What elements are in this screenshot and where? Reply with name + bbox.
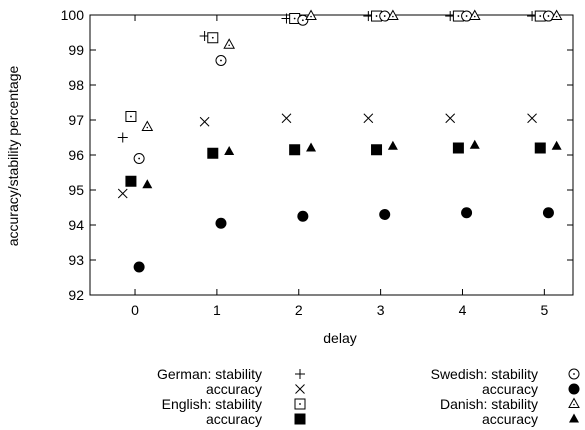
legend-item: accuracy (206, 381, 305, 397)
data-point (305, 9, 317, 21)
x-tick-label: 3 (377, 302, 385, 318)
x-axis-label: delay (323, 330, 356, 346)
data-point (387, 9, 399, 21)
data-point (297, 210, 309, 222)
data-point (142, 179, 153, 189)
legend-marker (295, 369, 305, 379)
series-2 (125, 10, 546, 122)
data-point (125, 111, 137, 122)
legend-item: accuracy (206, 411, 306, 427)
data-point (133, 153, 145, 164)
series-6 (141, 9, 563, 131)
data-point (363, 113, 374, 124)
data-point (550, 9, 563, 21)
legend-marker (568, 397, 580, 408)
legend-item: Danish: stability (440, 396, 580, 412)
legend-label: English: stability (162, 396, 262, 412)
legend-label: accuracy (206, 381, 262, 397)
x-tick-label: 5 (540, 302, 548, 318)
data-point (551, 140, 562, 150)
legend-item: German: stability (157, 366, 305, 382)
data-point (224, 146, 235, 155)
data-point (468, 9, 481, 21)
y-tick-label: 98 (68, 77, 84, 93)
data-point (207, 32, 219, 44)
plot-frame (89, 14, 574, 296)
legend-item: accuracy (482, 411, 579, 427)
legend-item: accuracy (482, 381, 580, 397)
legend-label: accuracy (482, 381, 538, 397)
data-point (215, 217, 227, 229)
data-point (542, 207, 554, 219)
legend-label: accuracy (206, 411, 262, 427)
y-axis-ticks: 92 93 94 95 96 97 98 99 100 (61, 7, 573, 303)
data-point (199, 116, 210, 127)
legend-label: Swedish: stability (431, 366, 538, 382)
legend-item: English: stability (162, 396, 306, 412)
legend-marker (568, 368, 580, 380)
x-tick-label: 0 (131, 302, 139, 318)
y-tick-label: 95 (68, 182, 84, 198)
data-point (125, 175, 137, 187)
data-point (469, 139, 480, 149)
data-point (133, 261, 145, 273)
y-tick-label: 93 (68, 252, 84, 268)
data-point (215, 55, 227, 66)
y-tick-label: 94 (68, 217, 84, 233)
series-3 (125, 142, 546, 187)
legend-marker (295, 384, 305, 394)
series-0 (117, 11, 538, 143)
legend-label: accuracy (482, 411, 538, 427)
series-4 (133, 10, 554, 164)
data-point (117, 132, 128, 143)
data-point (223, 38, 236, 49)
data-point (452, 142, 464, 154)
data-point (117, 188, 128, 199)
data-point (289, 144, 301, 156)
x-axis-ticks: 0 1 2 3 4 5 (131, 15, 548, 318)
y-tick-label: 96 (68, 147, 84, 163)
data-point (379, 209, 391, 220)
series-7 (142, 139, 562, 189)
legend-label: Danish: stability (440, 396, 538, 412)
data-points (117, 9, 563, 273)
data-point (387, 140, 398, 150)
series-1 (117, 113, 537, 199)
data-point (281, 113, 292, 124)
x-tick-label: 4 (459, 302, 467, 318)
data-point (534, 142, 546, 154)
data-point (207, 147, 219, 159)
data-point (527, 113, 537, 124)
x-tick-label: 1 (213, 302, 221, 318)
y-tick-label: 100 (61, 7, 85, 23)
legend-marker (569, 413, 579, 423)
y-tick-label: 92 (68, 287, 84, 303)
legend-marker (294, 413, 306, 425)
y-tick-label: 97 (68, 112, 84, 128)
data-point (445, 113, 456, 124)
legend-label: German: stability (157, 366, 262, 382)
series-5 (133, 207, 554, 273)
legend-marker (568, 383, 580, 395)
y-axis-label: accuracy/stability percentage (5, 66, 21, 247)
data-point (371, 144, 383, 156)
data-point (297, 14, 309, 26)
x-tick-label: 2 (295, 302, 303, 318)
y-tick-label: 99 (68, 42, 84, 58)
legend-marker (294, 398, 306, 410)
data-point (306, 142, 317, 152)
data-point (461, 207, 473, 219)
plot-border (89, 14, 574, 296)
legend-item: Swedish: stability (431, 366, 580, 382)
data-point (141, 120, 154, 131)
